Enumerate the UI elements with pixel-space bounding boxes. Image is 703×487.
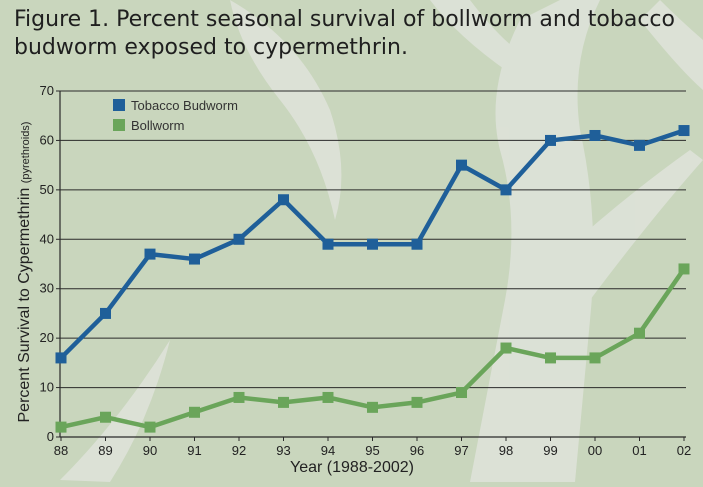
y-tick-label-50: 50 [40, 182, 54, 197]
y-axis-label: Percent Survival to Cypermethrin (pyreth… [16, 122, 33, 423]
data-point-tobacco-budworm-91 [189, 253, 200, 265]
x-tick-label-01: 01 [632, 443, 646, 458]
legend-swatch-tobacco-budworm [113, 99, 125, 111]
x-tick-label-90: 90 [143, 443, 157, 458]
data-point-bollworm-96 [411, 396, 423, 408]
y-tick-label-10: 10 [40, 380, 54, 395]
data-point-bollworm-01 [634, 327, 645, 339]
y-tick-label-60: 60 [40, 132, 54, 147]
x-tick-label-89: 89 [98, 443, 112, 458]
data-point-tobacco-budworm-93 [278, 194, 289, 206]
data-point-bollworm-92 [233, 391, 245, 403]
chart-legend: Tobacco Budworm Bollworm [113, 98, 238, 133]
y-axis-label-suffix: (pyrethroids) [20, 122, 32, 184]
x-tick-label-93: 93 [276, 443, 290, 458]
x-tick-label-96: 96 [410, 443, 424, 458]
y-axis-label-main: Percent Survival to Cypermethrin [16, 188, 33, 423]
data-point-tobacco-budworm-02 [678, 125, 690, 137]
chart-series-points [55, 125, 690, 433]
data-point-bollworm-94 [322, 391, 334, 403]
y-tick-label-40: 40 [40, 231, 54, 246]
x-tick-label-98: 98 [499, 443, 513, 458]
data-point-tobacco-budworm-99 [545, 134, 556, 146]
data-point-bollworm-99 [545, 352, 556, 364]
y-axis-ticks: 0 10 20 30 40 50 60 70 [40, 83, 60, 444]
data-point-tobacco-budworm-94 [322, 238, 334, 250]
data-point-tobacco-budworm-00 [589, 129, 601, 141]
x-tick-label-88: 88 [54, 443, 68, 458]
data-point-bollworm-89 [100, 411, 111, 423]
background-plant-silhouette [60, 0, 703, 482]
x-tick-label-92: 92 [232, 443, 246, 458]
x-tick-label-91: 91 [187, 443, 201, 458]
legend-label-tobacco-budworm: Tobacco Budworm [131, 98, 238, 113]
data-point-bollworm-02 [678, 263, 690, 275]
y-tick-label-70: 70 [40, 83, 54, 98]
y-tick-label-20: 20 [40, 330, 54, 345]
data-point-bollworm-97 [456, 387, 467, 399]
data-point-bollworm-98 [500, 342, 512, 354]
data-point-bollworm-93 [278, 396, 289, 408]
x-tick-label-97: 97 [454, 443, 468, 458]
data-point-tobacco-budworm-89 [100, 307, 111, 319]
x-axis-label: Year (1988-2002) [290, 459, 414, 476]
x-tick-label-95: 95 [365, 443, 379, 458]
y-tick-label-0: 0 [47, 429, 54, 444]
chart-title-line-1: Figure 1. Percent seasonal survival of b… [14, 7, 675, 32]
x-tick-label-99: 99 [543, 443, 557, 458]
data-point-bollworm-00 [589, 352, 601, 364]
x-tick-label-94: 94 [321, 443, 335, 458]
data-point-tobacco-budworm-90 [144, 248, 156, 260]
data-point-tobacco-budworm-98 [500, 184, 512, 196]
data-point-tobacco-budworm-96 [411, 238, 423, 250]
data-point-tobacco-budworm-95 [367, 238, 378, 250]
data-point-tobacco-budworm-97 [456, 159, 467, 171]
legend-swatch-bollworm [113, 119, 125, 131]
y-tick-label-30: 30 [40, 281, 54, 296]
data-point-bollworm-91 [189, 406, 200, 418]
data-point-tobacco-budworm-92 [233, 233, 245, 245]
x-tick-label-00: 00 [588, 443, 602, 458]
legend-label-bollworm: Bollworm [131, 118, 184, 133]
chart-title-line-2: budworm exposed to cypermethrin. [14, 35, 408, 60]
data-point-bollworm-88 [55, 421, 67, 433]
data-point-tobacco-budworm-01 [634, 139, 645, 151]
data-point-bollworm-90 [144, 421, 156, 433]
x-tick-label-02: 02 [677, 443, 691, 458]
data-point-tobacco-budworm-88 [55, 352, 67, 364]
chart-title: Figure 1. Percent seasonal survival of b… [14, 6, 694, 62]
x-axis-ticks: 88 89 90 91 92 93 94 95 96 97 98 99 00 01 02 [54, 437, 691, 458]
chart-gridlines [60, 90, 686, 389]
data-point-bollworm-95 [367, 401, 378, 413]
